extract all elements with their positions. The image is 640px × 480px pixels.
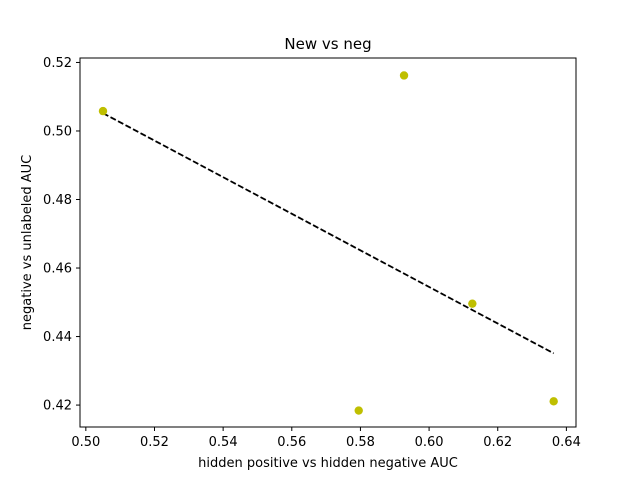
data-point (354, 406, 363, 415)
data-point (468, 299, 477, 308)
x-axis: 0.50 0.52 0.54 0.56 0.58 0.60 0.62 0.64 (71, 427, 581, 450)
y-tick-label: 0.50 (43, 124, 72, 139)
x-tick-label: 0.52 (140, 435, 169, 450)
chart-title: New vs neg (284, 35, 371, 53)
trend-line (102, 112, 555, 355)
plot-area (98, 71, 558, 415)
data-point (98, 106, 108, 116)
data-point (549, 397, 558, 406)
y-tick-label: 0.42 (43, 399, 72, 414)
data-point (399, 71, 409, 80)
x-tick-label: 0.54 (209, 435, 238, 450)
y-axis: 0.42 0.44 0.46 0.48 0.50 0.52 (43, 56, 80, 414)
y-tick-label: 0.46 (43, 262, 72, 277)
y-tick-label: 0.44 (43, 330, 72, 345)
axes-frame (79, 57, 577, 428)
x-tick-label: 0.50 (71, 435, 100, 450)
x-axis-label: hidden positive vs hidden negative AUC (198, 456, 458, 471)
x-tick-label: 0.64 (552, 435, 581, 450)
y-tick-label: 0.48 (43, 193, 72, 208)
y-axis-label: negative vs unlabeled AUC (20, 155, 35, 330)
x-tick-label: 0.60 (415, 435, 444, 450)
y-tick-label: 0.52 (43, 56, 72, 71)
x-tick-label: 0.58 (346, 435, 375, 450)
x-tick-label: 0.62 (483, 435, 512, 450)
x-tick-label: 0.56 (277, 435, 306, 450)
